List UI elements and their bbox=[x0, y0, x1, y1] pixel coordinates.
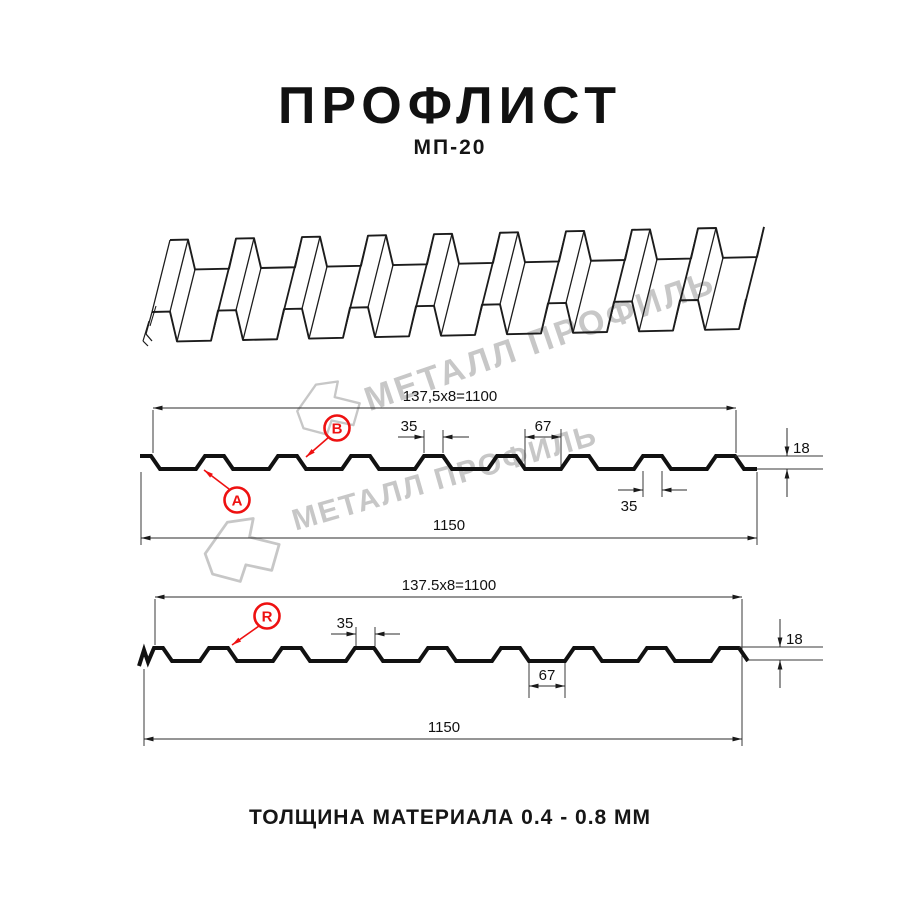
front-cross-section bbox=[140, 454, 757, 471]
reverse-cross-section bbox=[137, 643, 750, 668]
dim-reverse-crest-width: 35 bbox=[337, 615, 354, 632]
profile-section-front: 137,5x8=1100 35 67 B A bbox=[140, 388, 823, 545]
page-title: ПРОФЛИСТ bbox=[277, 77, 623, 135]
callout-a-circle bbox=[223, 486, 251, 514]
callout-b-label: B bbox=[332, 421, 343, 438]
material-thickness-note: ТОЛЩИНА МАТЕРИАЛА 0.4 - 0.8 ММ bbox=[248, 806, 652, 829]
dim-front-height: 18 bbox=[793, 440, 810, 457]
dim-front-overall-width: 1150 bbox=[433, 517, 465, 534]
profile-section-reverse: 137.5x8=1100 35 R 67 18 bbox=[137, 577, 823, 746]
callout-a-label: A bbox=[232, 493, 243, 510]
metal-profil-logo-icon bbox=[296, 380, 361, 436]
callout-r-label: R bbox=[262, 609, 273, 626]
dim-reverse-overall-width: 1150 bbox=[428, 719, 460, 736]
dim-front-valley-width: 67 bbox=[535, 418, 552, 435]
profile-model: МП-20 bbox=[413, 136, 487, 159]
dim-reverse-height: 18 bbox=[786, 631, 803, 648]
dim-front-crest-width-bottom: 35 bbox=[621, 498, 638, 515]
callout-b-circle bbox=[323, 414, 351, 442]
metal-profil-logo-icon bbox=[203, 517, 281, 583]
dim-front-width-formula: 137,5x8=1100 bbox=[403, 388, 497, 405]
dim-reverse-valley-width: 67 bbox=[539, 667, 556, 684]
callout-r-circle bbox=[253, 602, 281, 630]
dim-front-crest-width: 35 bbox=[401, 418, 418, 435]
sheet-3d-view bbox=[142, 226, 765, 347]
dim-reverse-width-formula: 137.5x8=1100 bbox=[402, 577, 496, 594]
